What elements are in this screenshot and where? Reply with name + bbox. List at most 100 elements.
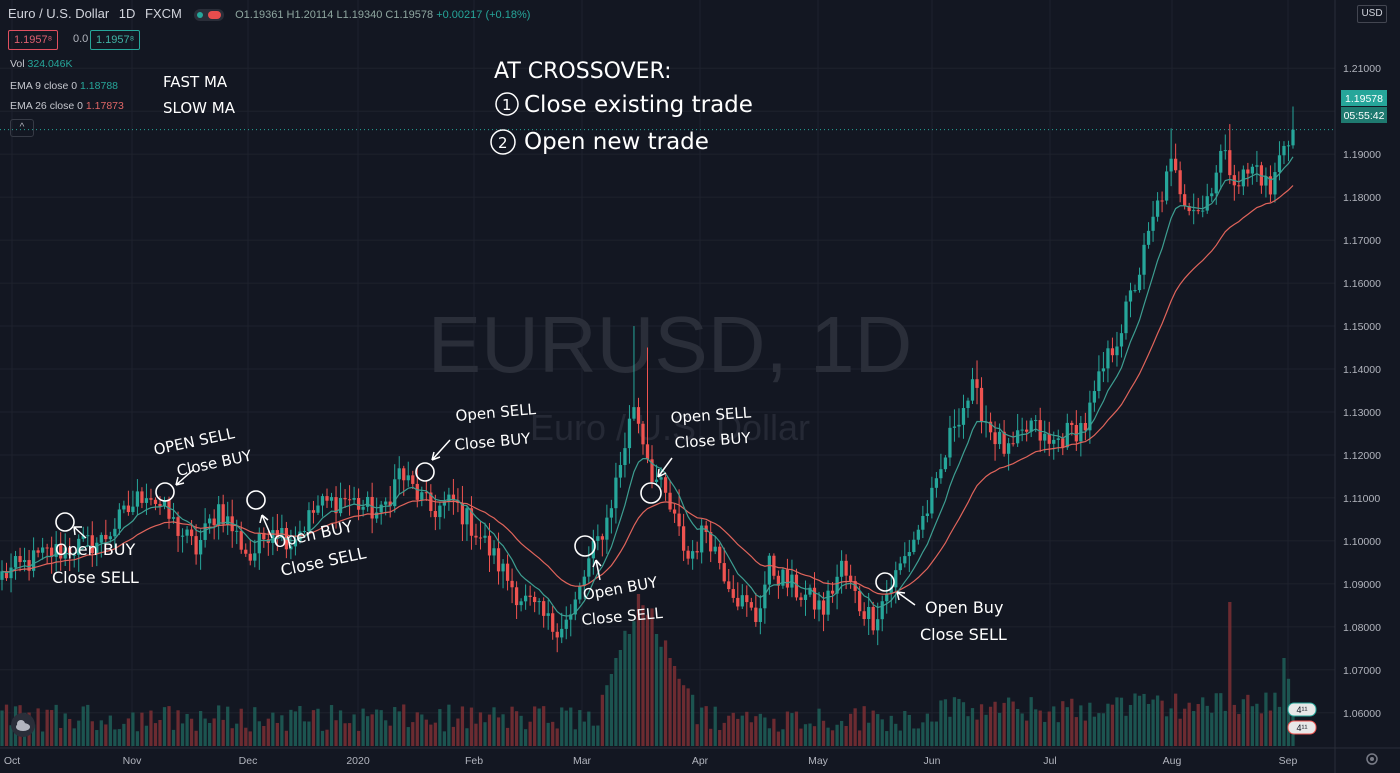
candle-body bbox=[239, 530, 243, 550]
candle-body bbox=[659, 477, 663, 480]
symbol-header[interactable]: Euro / U.S. Dollar 1D FXCM O1.19361 H1.2… bbox=[8, 6, 530, 21]
candle-body bbox=[907, 552, 911, 557]
candle-body bbox=[429, 492, 433, 511]
candle-body bbox=[397, 468, 401, 480]
volume-bar bbox=[257, 721, 261, 746]
price-tick-label: 1.06000 bbox=[1343, 708, 1381, 720]
volume-bar bbox=[1101, 713, 1106, 746]
market-status-toggle[interactable] bbox=[193, 8, 224, 21]
volume-bar bbox=[546, 722, 550, 746]
volume-bar bbox=[347, 723, 352, 746]
volume-bar bbox=[122, 723, 126, 746]
candle-body bbox=[68, 547, 72, 556]
volume-bar bbox=[672, 666, 677, 746]
candle-body bbox=[1228, 150, 1232, 176]
buy-button[interactable]: 1.1957⁸ bbox=[90, 30, 141, 50]
candle-body bbox=[104, 534, 108, 540]
volume-bar bbox=[36, 708, 40, 746]
volume-bar bbox=[961, 702, 966, 746]
crossover-marker-6 bbox=[640, 482, 662, 504]
candle-body bbox=[803, 594, 808, 600]
volume-bar bbox=[1006, 697, 1011, 746]
arrow-4 bbox=[431, 439, 451, 461]
candle-body bbox=[826, 590, 830, 615]
volume-bar bbox=[239, 708, 243, 746]
candle-body bbox=[627, 418, 632, 449]
candle-body bbox=[302, 530, 307, 532]
candle-body bbox=[799, 597, 803, 600]
volume-bar bbox=[876, 714, 880, 746]
volume-bar bbox=[826, 727, 830, 746]
collapse-legend-button[interactable]: ^ bbox=[10, 119, 34, 137]
candle-body bbox=[402, 468, 406, 481]
candle-body bbox=[54, 544, 58, 557]
volume-bar bbox=[519, 715, 523, 746]
candle-body bbox=[618, 465, 623, 478]
volume-bar bbox=[194, 730, 198, 746]
price-tick-label: 1.11000 bbox=[1343, 493, 1380, 505]
watermark-description: Euro / U.S. Dollar bbox=[530, 407, 810, 448]
candle-body bbox=[979, 387, 984, 422]
candle-body bbox=[158, 503, 162, 507]
change-value: +0.00217 (+0.18%) bbox=[436, 9, 531, 21]
ema-fast-legend[interactable]: EMA 9 close 0 1.18788 bbox=[10, 80, 118, 92]
volume-bar bbox=[533, 706, 537, 746]
symbol-name[interactable]: Euro / U.S. Dollar bbox=[8, 6, 110, 21]
sell-button[interactable]: 1.1957⁸ bbox=[8, 30, 59, 50]
time-tick-label: Feb bbox=[465, 755, 483, 767]
candle-body bbox=[1025, 429, 1029, 432]
bar-countdown: 05:55:42 bbox=[1344, 110, 1385, 122]
ema-slow-legend[interactable]: EMA 26 close 0 1.17873 bbox=[10, 100, 124, 112]
volume-bar bbox=[262, 725, 266, 746]
note-1-line2: Close SELL bbox=[52, 568, 139, 587]
volume-bar bbox=[880, 719, 884, 746]
volume-bar bbox=[221, 719, 225, 746]
candle-body bbox=[1187, 206, 1191, 212]
volume-bar bbox=[45, 709, 49, 746]
volume-bar bbox=[1201, 697, 1205, 746]
arrow-3 bbox=[259, 514, 273, 539]
candle-body bbox=[1142, 244, 1146, 275]
candle-body bbox=[1255, 165, 1259, 167]
candle-body bbox=[149, 498, 153, 500]
currency-button[interactable]: USD bbox=[1357, 5, 1387, 23]
volume-bar bbox=[1011, 701, 1015, 746]
candle-body bbox=[212, 518, 216, 526]
candle-body bbox=[1119, 333, 1124, 347]
volume-bar bbox=[930, 721, 934, 746]
candle-body bbox=[1205, 196, 1209, 211]
candle-body bbox=[858, 590, 862, 612]
volume-bar bbox=[131, 712, 135, 746]
candle-body bbox=[668, 492, 672, 510]
candle-body bbox=[244, 549, 248, 554]
candle-body bbox=[45, 547, 49, 549]
candle-body bbox=[1164, 171, 1169, 201]
interval-label[interactable]: 1D bbox=[118, 6, 136, 21]
volume-indicator-legend[interactable]: Vol 324.046K bbox=[10, 58, 73, 70]
cloud-icon[interactable] bbox=[11, 713, 35, 737]
time-tick-label: Oct bbox=[4, 755, 20, 767]
candle-body bbox=[334, 497, 338, 514]
volume-bar bbox=[135, 731, 140, 746]
volume-bar bbox=[939, 700, 943, 746]
candle-body bbox=[185, 529, 189, 536]
volume-bar bbox=[785, 711, 790, 746]
candle-body bbox=[727, 581, 731, 590]
candle-body bbox=[1101, 368, 1106, 372]
volume-bar bbox=[41, 731, 45, 746]
volume-bar bbox=[704, 706, 708, 746]
volume-bar bbox=[402, 704, 406, 746]
candle-body bbox=[912, 539, 916, 553]
candle-body bbox=[1273, 172, 1277, 195]
price-axis[interactable]: 1.210001.200001.190001.180001.170001.160… bbox=[1343, 63, 1381, 720]
candle-body bbox=[505, 563, 510, 581]
volume-bar bbox=[1268, 710, 1273, 746]
volume-bar bbox=[966, 716, 970, 746]
last-price-tag bbox=[1341, 90, 1387, 106]
time-axis[interactable]: Oct Nov Dec 2020 Feb Mar Apr May Jun Jul Aug Sep bbox=[4, 755, 1298, 767]
volume-bar bbox=[1223, 710, 1227, 746]
volume-bar bbox=[1282, 658, 1286, 746]
gear-icon[interactable] bbox=[1366, 753, 1378, 765]
